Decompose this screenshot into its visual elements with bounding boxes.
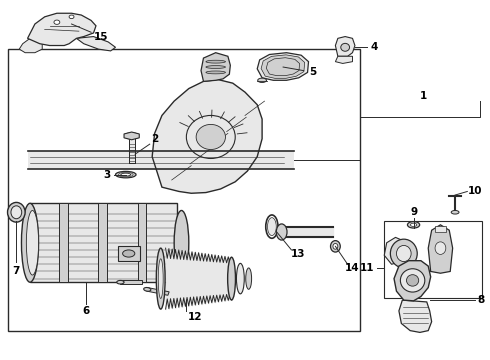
Polygon shape <box>27 13 96 45</box>
Ellipse shape <box>411 223 417 226</box>
Text: 3: 3 <box>103 170 111 180</box>
Ellipse shape <box>408 222 419 228</box>
Polygon shape <box>261 55 305 78</box>
Text: 13: 13 <box>291 249 305 259</box>
Ellipse shape <box>158 259 163 298</box>
Text: 7: 7 <box>13 266 20 276</box>
Polygon shape <box>124 132 139 140</box>
Polygon shape <box>19 39 42 53</box>
Ellipse shape <box>333 243 338 249</box>
Bar <box>98 203 107 282</box>
Text: 5: 5 <box>309 67 316 77</box>
Ellipse shape <box>228 257 236 300</box>
Bar <box>30 203 176 282</box>
Ellipse shape <box>400 269 425 292</box>
Ellipse shape <box>268 218 276 235</box>
Ellipse shape <box>124 133 139 139</box>
Polygon shape <box>384 237 406 264</box>
Bar <box>384 221 482 298</box>
Text: 6: 6 <box>83 306 90 316</box>
Bar <box>59 203 68 282</box>
Ellipse shape <box>396 246 411 262</box>
Ellipse shape <box>7 202 25 222</box>
Polygon shape <box>266 58 299 76</box>
Ellipse shape <box>69 15 74 19</box>
Text: 2: 2 <box>151 134 158 144</box>
Ellipse shape <box>11 206 22 219</box>
Ellipse shape <box>26 211 39 275</box>
Ellipse shape <box>206 60 225 63</box>
Ellipse shape <box>117 280 124 284</box>
Ellipse shape <box>407 275 418 286</box>
Ellipse shape <box>245 268 251 289</box>
Polygon shape <box>121 280 143 284</box>
Text: 8: 8 <box>477 295 485 305</box>
Ellipse shape <box>435 242 446 255</box>
Bar <box>138 203 147 282</box>
Ellipse shape <box>174 211 189 275</box>
Text: 14: 14 <box>345 263 360 273</box>
Polygon shape <box>428 225 453 273</box>
Ellipse shape <box>206 66 225 68</box>
Ellipse shape <box>258 78 267 82</box>
Ellipse shape <box>196 125 225 149</box>
Polygon shape <box>118 246 140 261</box>
Polygon shape <box>152 80 262 193</box>
Ellipse shape <box>156 248 165 309</box>
Ellipse shape <box>22 203 39 282</box>
Ellipse shape <box>341 43 349 51</box>
Ellipse shape <box>276 224 287 240</box>
Ellipse shape <box>144 288 151 291</box>
Ellipse shape <box>237 264 245 294</box>
Ellipse shape <box>391 239 417 268</box>
Ellipse shape <box>451 211 459 214</box>
Polygon shape <box>335 56 352 63</box>
Polygon shape <box>76 37 116 51</box>
Text: 15: 15 <box>94 32 108 41</box>
Text: 10: 10 <box>467 186 482 196</box>
Ellipse shape <box>206 71 225 74</box>
Ellipse shape <box>121 173 131 176</box>
Ellipse shape <box>116 171 136 178</box>
Bar <box>435 226 446 232</box>
Polygon shape <box>147 288 169 295</box>
Polygon shape <box>201 53 230 81</box>
Text: 4: 4 <box>371 42 378 52</box>
Text: 11: 11 <box>360 263 374 273</box>
Polygon shape <box>257 53 309 80</box>
Text: 1: 1 <box>420 91 427 101</box>
Bar <box>129 135 135 163</box>
Polygon shape <box>27 151 294 169</box>
Polygon shape <box>335 37 355 56</box>
Text: 9: 9 <box>410 207 417 217</box>
Text: 12: 12 <box>188 312 202 322</box>
Ellipse shape <box>122 250 135 257</box>
Ellipse shape <box>54 20 60 24</box>
Polygon shape <box>394 261 431 301</box>
Polygon shape <box>399 300 432 332</box>
Bar <box>8 49 360 330</box>
Ellipse shape <box>331 240 340 252</box>
